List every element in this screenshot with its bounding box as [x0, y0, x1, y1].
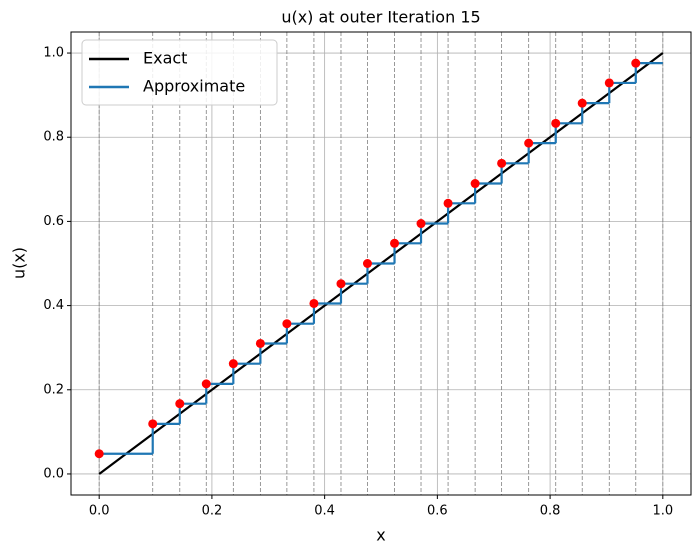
marker — [148, 419, 158, 429]
marker — [631, 58, 641, 68]
marker — [201, 379, 211, 389]
marker — [524, 138, 534, 148]
marker — [470, 179, 480, 189]
legend-label: Approximate — [143, 77, 245, 96]
y-tick-label: 0.8 — [43, 130, 64, 145]
marker — [390, 238, 400, 248]
marker — [175, 399, 185, 409]
chart-title: u(x) at outer Iteration 15 — [281, 8, 480, 27]
marker — [443, 198, 453, 208]
y-tick-label: 0.2 — [43, 382, 64, 397]
marker — [497, 158, 507, 168]
x-tick-label: 1.0 — [652, 504, 673, 519]
y-tick-label: 0.6 — [43, 214, 64, 229]
plot-frame — [70, 31, 692, 496]
x-tick-label: 0.4 — [314, 504, 335, 519]
marker — [94, 449, 104, 459]
marker — [282, 319, 292, 329]
x-tick-label: 0.0 — [89, 504, 110, 519]
x-tick-label: 0.6 — [427, 504, 448, 519]
legend-box — [81, 39, 278, 106]
x-axis-label: x — [376, 526, 385, 545]
x-tick-label: 0.8 — [540, 504, 561, 519]
marker — [577, 98, 587, 108]
marker — [604, 78, 614, 88]
y-axis-label: u(x) — [10, 247, 29, 279]
y-tick-label: 0.4 — [43, 298, 64, 313]
marker — [362, 259, 372, 268]
y-tick-label: 0.0 — [43, 466, 64, 481]
legend-label: Exact — [143, 49, 187, 68]
marker — [551, 118, 561, 128]
marker — [255, 338, 265, 348]
marker — [416, 219, 426, 229]
marker — [228, 359, 238, 369]
y-tick-label: 1.0 — [43, 46, 64, 61]
marker — [336, 279, 346, 289]
x-tick-label: 0.2 — [202, 504, 223, 519]
marker — [309, 298, 319, 308]
